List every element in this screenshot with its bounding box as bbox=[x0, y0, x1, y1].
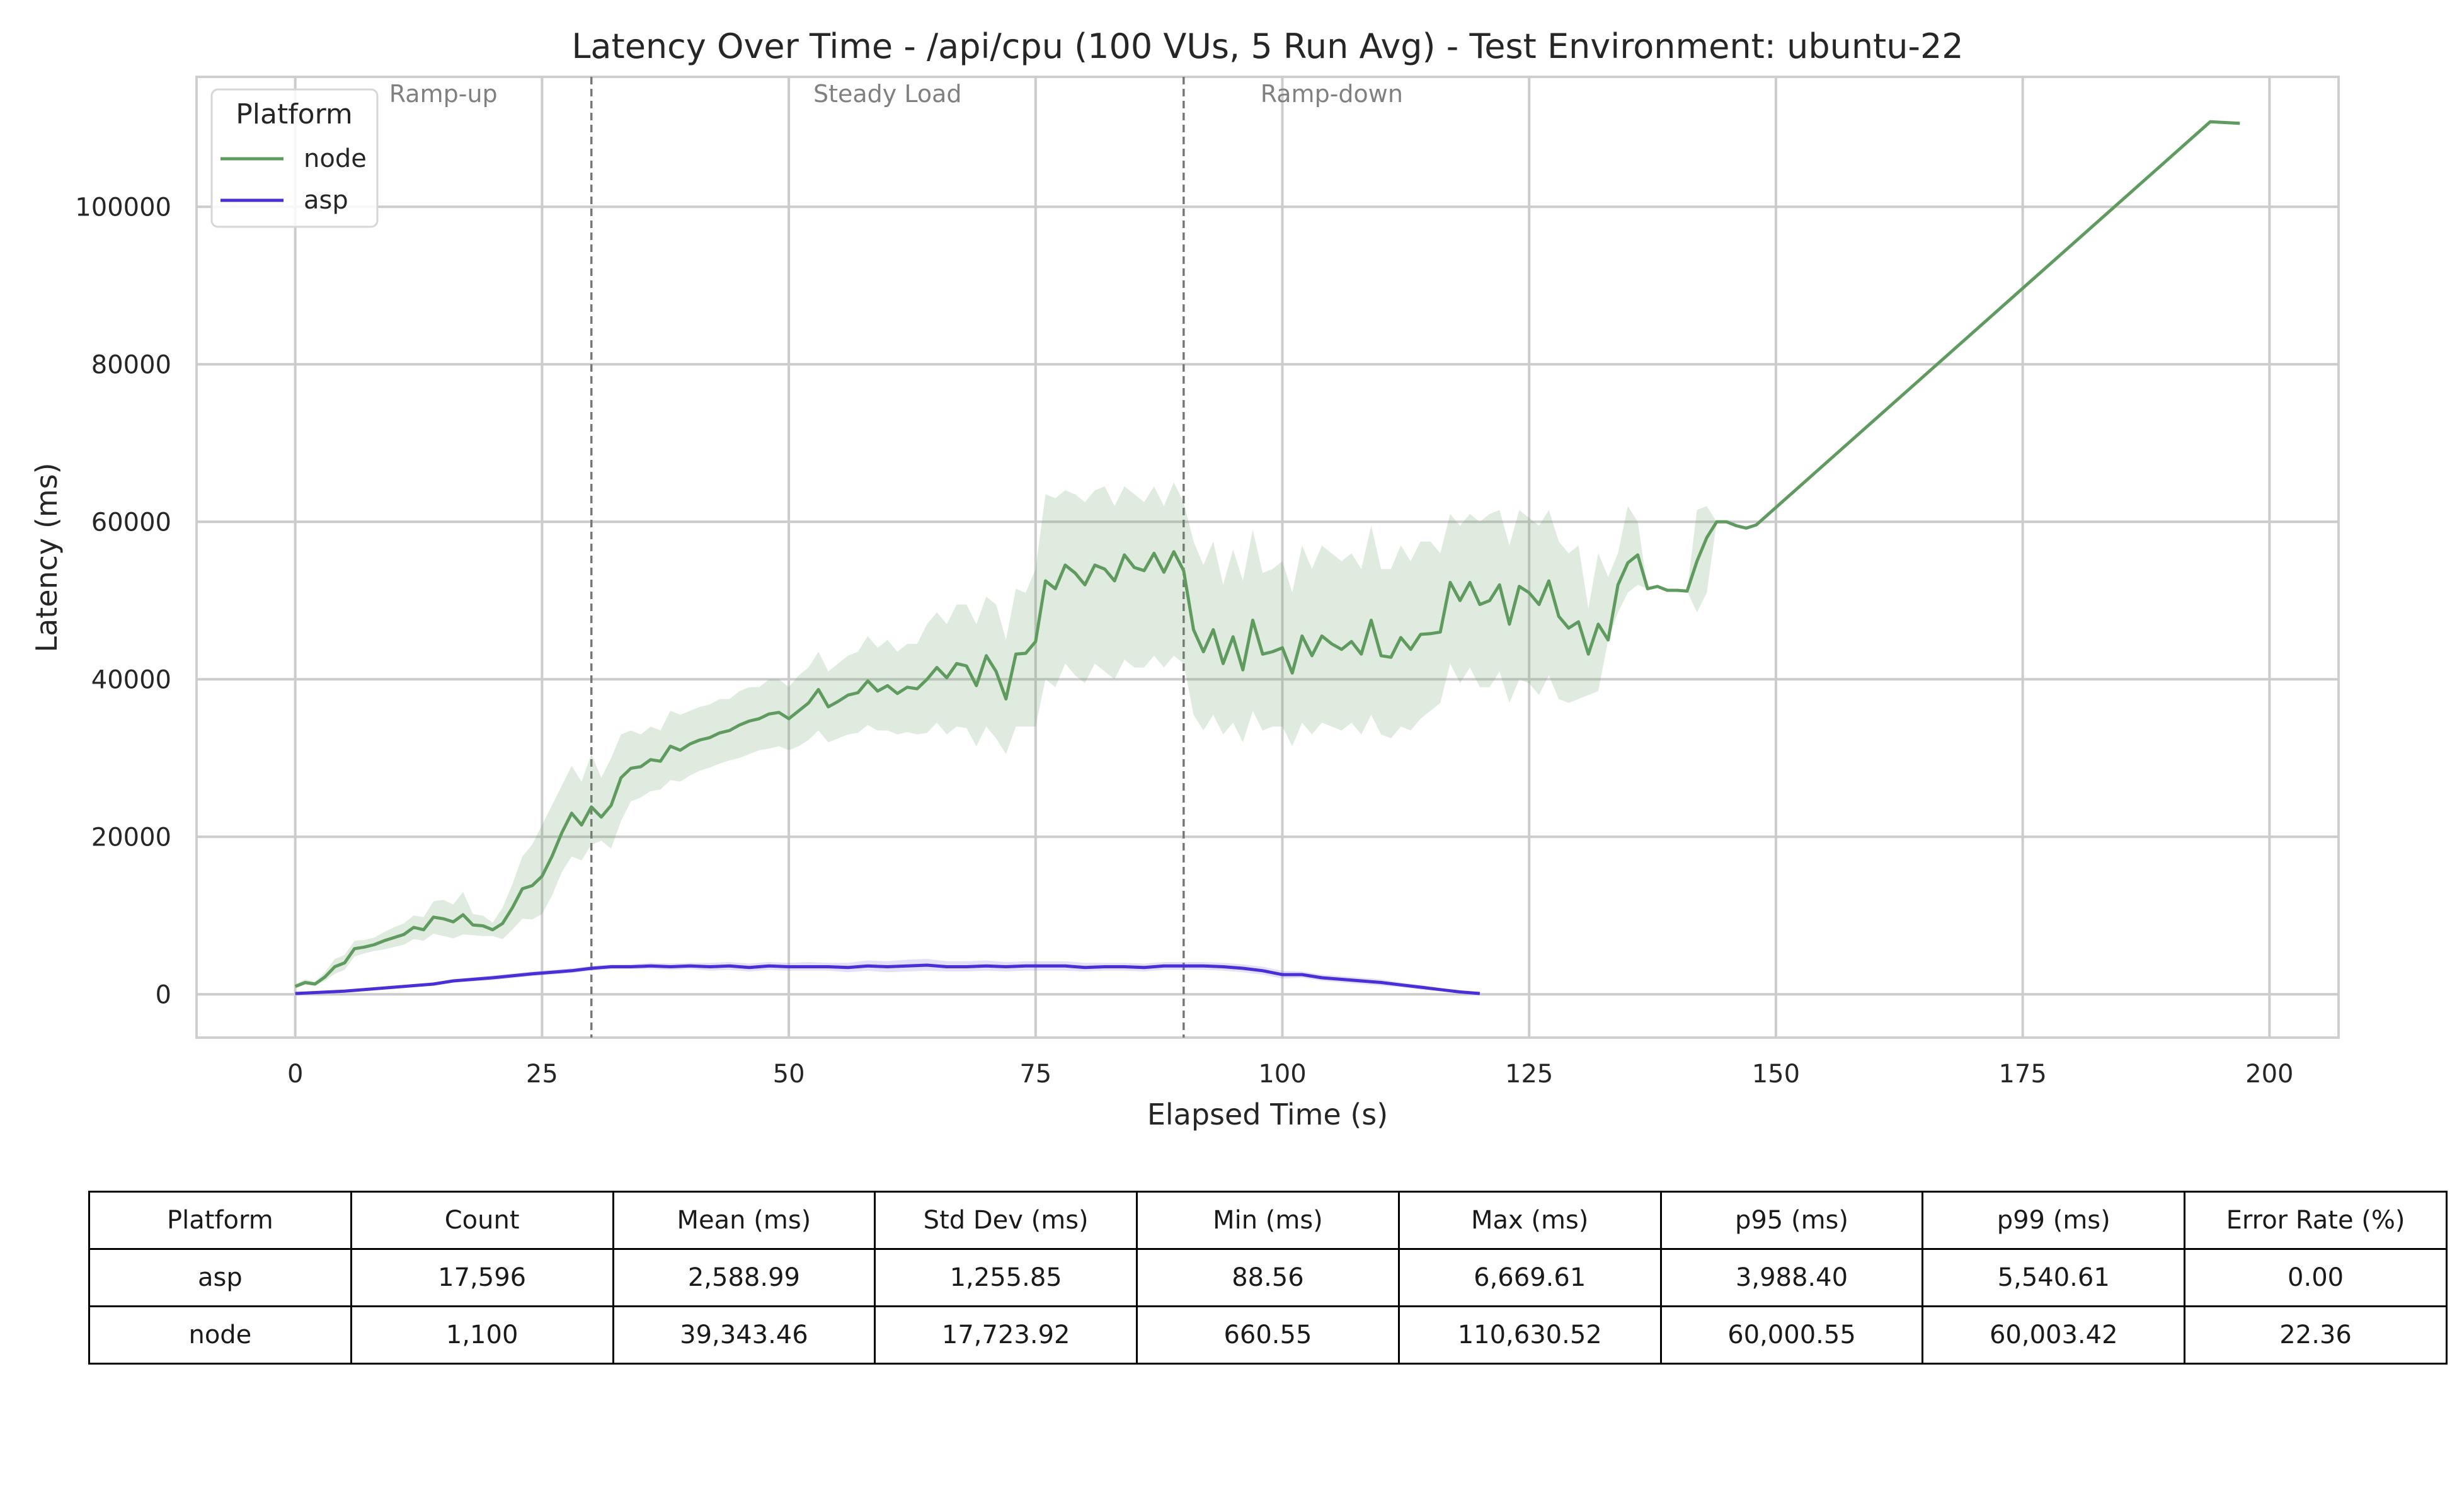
table-header-cell: p99 (ms) bbox=[1922, 1191, 2186, 1250]
x-tick-label: 25 bbox=[526, 1060, 558, 1089]
table-cell: 3,988.40 bbox=[1659, 1248, 1924, 1307]
table-header-cell: Min (ms) bbox=[1136, 1191, 1400, 1250]
table-cell: node bbox=[88, 1305, 352, 1365]
y-tick-label: 40000 bbox=[91, 665, 171, 694]
phase-label: Ramp-down bbox=[1261, 80, 1403, 108]
x-tick-label: 0 bbox=[287, 1060, 303, 1089]
table-cell: 0.00 bbox=[2184, 1248, 2448, 1307]
table-cell: asp bbox=[88, 1248, 352, 1307]
stats-table: Platform Count Mean (ms) Std Dev (ms) Min (m… bbox=[88, 1191, 2448, 1365]
x-tick-label: 200 bbox=[2245, 1060, 2293, 1089]
y-axis-label: Latency (ms) bbox=[30, 462, 64, 652]
table-cell: 88.56 bbox=[1136, 1248, 1400, 1307]
table-cell: 5,540.61 bbox=[1922, 1248, 2186, 1307]
table-cell: 1,255.85 bbox=[874, 1248, 1138, 1307]
legend-box bbox=[210, 88, 379, 228]
table-row: node 1,100 39,343.46 17,723.92 660.55 110,630… bbox=[88, 1305, 2448, 1365]
x-tick-label: 125 bbox=[1505, 1060, 1553, 1089]
table-header-cell: p95 (ms) bbox=[1659, 1191, 1924, 1250]
tick-labels: 0 25 50 75 100 125 150 175 200 0 20000 40000 60000 80… bbox=[75, 193, 2293, 1089]
x-tick-label: 75 bbox=[1019, 1060, 1051, 1089]
x-tick-label: 175 bbox=[1998, 1060, 2046, 1089]
table-cell: 17,723.92 bbox=[874, 1305, 1138, 1365]
plot-area bbox=[195, 76, 2340, 1039]
table-header-cell: Count bbox=[350, 1191, 614, 1250]
x-tick-label: 50 bbox=[773, 1060, 805, 1089]
table-cell: 1,100 bbox=[350, 1305, 614, 1365]
legend-label-node: node bbox=[304, 144, 367, 173]
table-cell: 60,003.42 bbox=[1922, 1305, 2186, 1365]
table-header-cell: Max (ms) bbox=[1397, 1191, 1662, 1250]
table-cell: 2,588.99 bbox=[612, 1248, 876, 1307]
legend-label-asp: asp bbox=[304, 186, 348, 215]
table-header-cell: Error Rate (%) bbox=[2184, 1191, 2448, 1250]
table-header-cell: Mean (ms) bbox=[612, 1191, 876, 1250]
table-cell: 39,343.46 bbox=[612, 1305, 876, 1365]
table-body: asp 17,596 2,588.99 1,255.85 88.56 6,669.61 3,… bbox=[88, 1248, 2448, 1365]
x-tick-label: 100 bbox=[1258, 1060, 1306, 1089]
y-tick-label: 80000 bbox=[91, 350, 171, 379]
x-tick-label: 150 bbox=[1752, 1060, 1800, 1089]
table-header-cell: Platform bbox=[88, 1191, 352, 1250]
y-tick-label: 0 bbox=[156, 980, 171, 1009]
table-cell: 110,630.52 bbox=[1397, 1305, 1662, 1365]
grid bbox=[197, 77, 2339, 1038]
series-line-asp bbox=[295, 963, 1480, 995]
series-lines bbox=[294, 120, 2240, 995]
y-tick-label: 20000 bbox=[91, 823, 171, 852]
phase-label: Ramp-up bbox=[389, 80, 498, 108]
y-tick-label: 60000 bbox=[91, 508, 171, 537]
chart-title: Latency Over Time - /api/cpu (100 VUs, 5… bbox=[571, 26, 1963, 66]
table-cell: 17,596 bbox=[350, 1248, 614, 1307]
table-header-cell: Std Dev (ms) bbox=[874, 1191, 1138, 1250]
table-cell: 22.36 bbox=[2184, 1305, 2448, 1365]
table-cell: 6,669.61 bbox=[1397, 1248, 1662, 1307]
x-axis-label: Elapsed Time (s) bbox=[1147, 1097, 1388, 1131]
y-tick-label: 100000 bbox=[75, 193, 171, 222]
table-row: asp 17,596 2,588.99 1,255.85 88.56 6,669.61 3,… bbox=[88, 1248, 2448, 1307]
table-cell: 660.55 bbox=[1136, 1305, 1400, 1365]
table-cell: 60,000.55 bbox=[1659, 1305, 1924, 1365]
table-header-row: Platform Count Mean (ms) Std Dev (ms) Min (m… bbox=[88, 1191, 2448, 1250]
legend-title: Platform bbox=[236, 98, 353, 130]
legend: Platform node asp bbox=[210, 88, 379, 228]
series-line-node bbox=[294, 120, 2240, 988]
phase-markers: Ramp-up Steady Load Ramp-down bbox=[389, 77, 1403, 1038]
phase-label: Steady Load bbox=[813, 80, 962, 108]
